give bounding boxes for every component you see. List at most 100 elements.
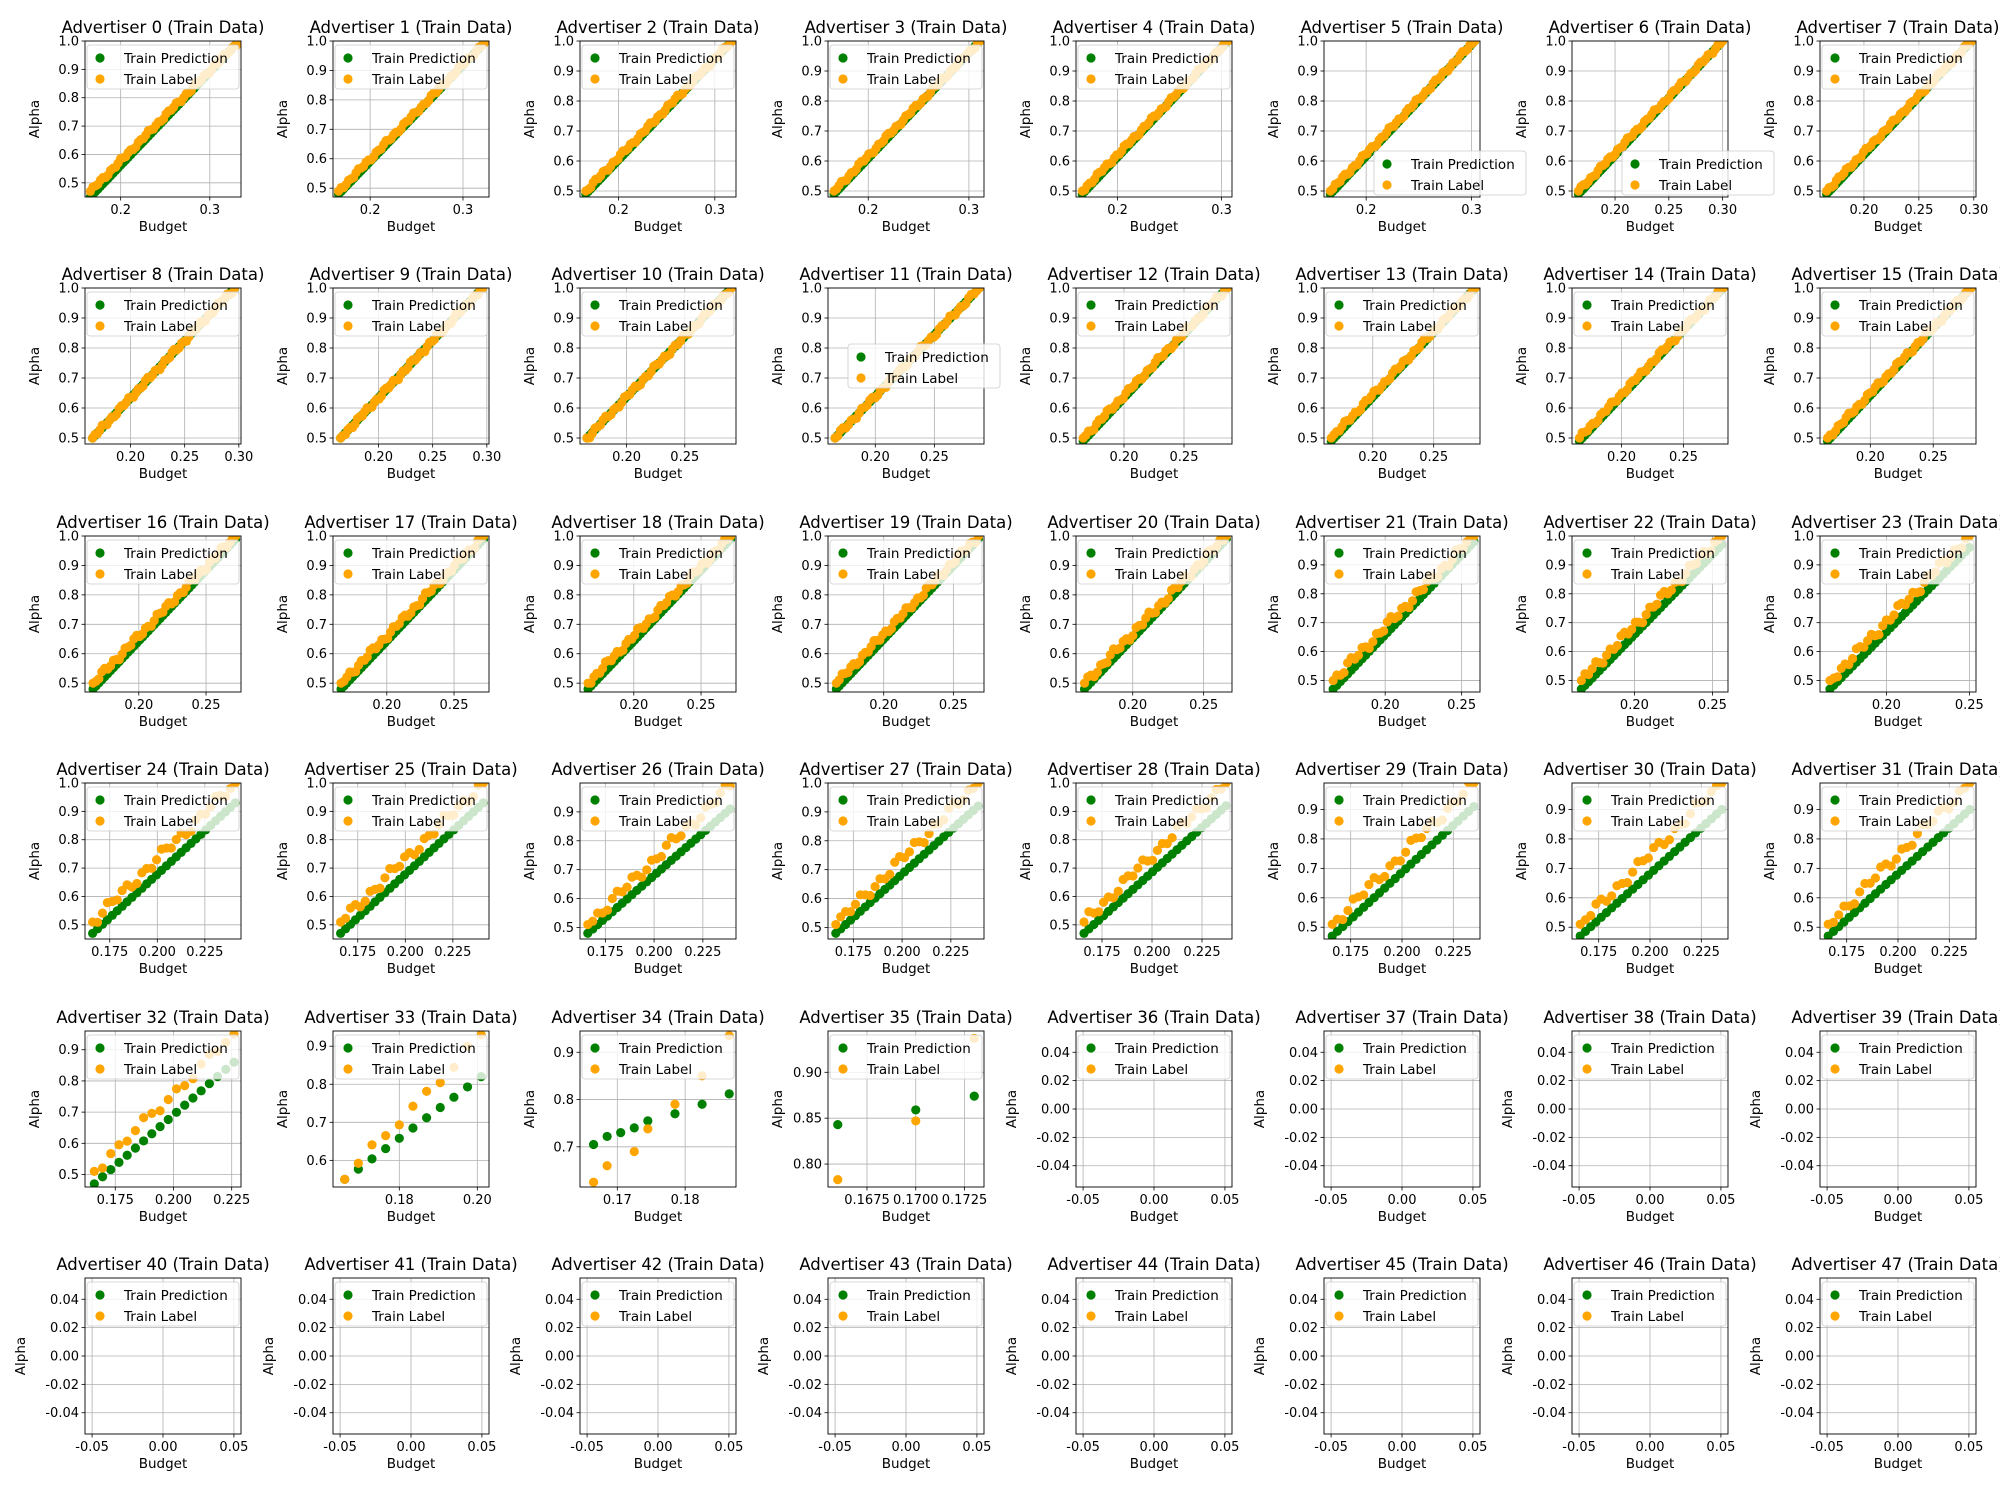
subplot-47: Advertiser 47 (Train Data) -0.05 0.00 0.05 -… <box>1748 1255 2000 1472</box>
y-tick-label: 0.8 <box>1297 832 1318 847</box>
label-point <box>180 1081 190 1091</box>
y-axis-label: Alpha <box>13 1337 29 1375</box>
legend-box <box>1621 150 1775 196</box>
legend: Train Prediction Train Label <box>334 539 488 585</box>
subplot-15: Advertiser 15 (Train Data) 0.20 0.25 0.5 0.6… <box>1762 265 2000 482</box>
y-tick-label: 1.0 <box>553 530 574 545</box>
label-point <box>1915 587 1925 597</box>
y-tick-label: 0.8 <box>1297 95 1318 110</box>
legend-label-prediction: Train Prediction <box>371 1041 476 1057</box>
y-axis-label: Alpha <box>261 1337 277 1375</box>
x-tick-label: 0.00 <box>1884 1193 1913 1208</box>
y-tick-label: 0.02 <box>545 1321 574 1336</box>
subplot-title: Advertiser 2 (Train Data) <box>557 18 760 37</box>
x-axis-label: Budget <box>882 1209 931 1225</box>
prediction-point <box>588 1139 599 1150</box>
label-point <box>112 895 122 905</box>
x-axis-label: Budget <box>1378 961 1427 977</box>
x-tick-label: 0.175 <box>1828 945 1865 960</box>
label-point <box>1167 833 1177 843</box>
subplot-32: Advertiser 32 (Train Data) 0.175 0.200 0.22… <box>27 1008 270 1225</box>
y-tick-label: 0.7 <box>1297 372 1318 387</box>
legend-label-prediction: Train Prediction <box>123 546 228 562</box>
legend-marker-label <box>343 74 353 84</box>
axes-frame <box>1075 40 1233 198</box>
legend-marker-label <box>856 373 866 383</box>
legend-marker-label <box>1830 1311 1840 1321</box>
subplot-33: Advertiser 33 (Train Data) 0.18 0.20 0.6 0.7… <box>275 1008 518 1225</box>
y-tick-label: 0.04 <box>545 1293 574 1308</box>
x-tick-label: 0.175 <box>587 945 624 960</box>
x-tick-label: 0.25 <box>1919 450 1948 465</box>
data-points <box>1325 41 1480 197</box>
x-axis-label: Budget <box>1626 1209 1675 1225</box>
label-point <box>1718 41 1728 46</box>
y-tick-label: 0.00 <box>298 1350 327 1365</box>
subplot-16: Advertiser 16 (Train Data) 0.20 0.25 0.5 0.6… <box>27 513 270 730</box>
x-axis-label: Budget <box>882 1456 931 1472</box>
legend-marker-prediction <box>838 1290 848 1300</box>
x-tick-label: 0.20 <box>1856 450 1885 465</box>
y-tick-label: 0.8 <box>1049 833 1070 848</box>
legend-marker-label <box>590 1064 600 1074</box>
y-tick-label: 1.0 <box>306 35 327 50</box>
legend-marker-prediction <box>343 53 353 63</box>
y-tick-label: 0.00 <box>1537 1103 1566 1118</box>
subplot-title: Advertiser 46 (Train Data) <box>1543 1255 1756 1274</box>
y-axis-label: Alpha <box>1748 1337 1764 1375</box>
legend-label-prediction: Train Prediction <box>1610 1041 1715 1057</box>
y-tick-label: 0.5 <box>553 677 574 692</box>
y-tick-label: 0.6 <box>1545 155 1566 170</box>
y-tick-label: -0.02 <box>293 1378 327 1393</box>
y-axis-label: Alpha <box>1762 595 1778 633</box>
subplot-title: Advertiser 25 (Train Data) <box>304 760 517 779</box>
x-axis-label: Budget <box>387 466 436 482</box>
subplot-45: Advertiser 45 (Train Data) -0.05 0.00 0.05 -… <box>1252 1255 1509 1472</box>
legend-label-prediction: Train Prediction <box>1362 1288 1467 1304</box>
subplot-title: Advertiser 35 (Train Data) <box>799 1008 1012 1027</box>
x-axis-label: Budget <box>634 219 683 235</box>
legend: Train Prediction Train Label <box>86 291 240 337</box>
x-tick-label: 0.05 <box>1954 1440 1983 1455</box>
legend: Train Prediction Train Label <box>1573 539 1727 585</box>
y-tick-label: 0.6 <box>1049 155 1070 170</box>
legend-marker-label <box>1830 569 1840 579</box>
y-tick-label: -0.04 <box>788 1406 822 1421</box>
y-tick-label: 0.9 <box>1545 312 1566 327</box>
label-point <box>1637 618 1648 628</box>
y-tick-label: 1.0 <box>58 35 79 50</box>
y-tick-label: 0.9 <box>553 559 574 574</box>
y-tick-label: 0.7 <box>1545 372 1566 387</box>
legend-label-label: Train Label <box>866 1062 940 1078</box>
y-tick-label: 0.5 <box>1049 432 1070 447</box>
subplot-title: Advertiser 18 (Train Data) <box>551 513 764 532</box>
y-tick-label: 1.0 <box>801 282 822 297</box>
y-tick-label: 0.9 <box>1545 65 1566 80</box>
legend-marker-prediction <box>590 300 600 310</box>
x-tick-label: 0.200 <box>1879 945 1916 960</box>
subplot-30: Advertiser 30 (Train Data) 0.175 0.200 0.22… <box>1514 760 1757 977</box>
legend: Train Prediction Train Label <box>581 1034 735 1080</box>
legend-label-label: Train Label <box>1114 567 1188 583</box>
subplot-title: Advertiser 1 (Train Data) <box>310 18 513 37</box>
y-tick-label: 0.5 <box>801 921 822 936</box>
x-tick-label: -0.05 <box>323 1440 357 1455</box>
legend-box <box>86 291 240 337</box>
legend-marker-label <box>1086 1311 1096 1321</box>
label-point <box>850 899 861 909</box>
legend-marker-prediction <box>1086 548 1096 558</box>
x-axis-label: Budget <box>634 1456 683 1472</box>
prediction-point <box>171 1107 182 1117</box>
x-tick-label: 0.3 <box>1211 203 1232 218</box>
label-point <box>171 1084 182 1094</box>
legend-label-prediction: Train Prediction <box>1362 546 1467 562</box>
y-tick-label: 0.04 <box>50 1293 79 1308</box>
y-tick-label: 0.7 <box>306 1116 327 1131</box>
x-axis-label: Budget <box>634 714 683 730</box>
legend-label-prediction: Train Prediction <box>1858 1288 1963 1304</box>
y-tick-label: 1.0 <box>1793 35 1814 50</box>
data-points <box>87 288 240 443</box>
label-point <box>1891 854 1902 864</box>
y-axis-label: Alpha <box>1748 1090 1764 1128</box>
legend-marker-label <box>1334 1311 1344 1321</box>
